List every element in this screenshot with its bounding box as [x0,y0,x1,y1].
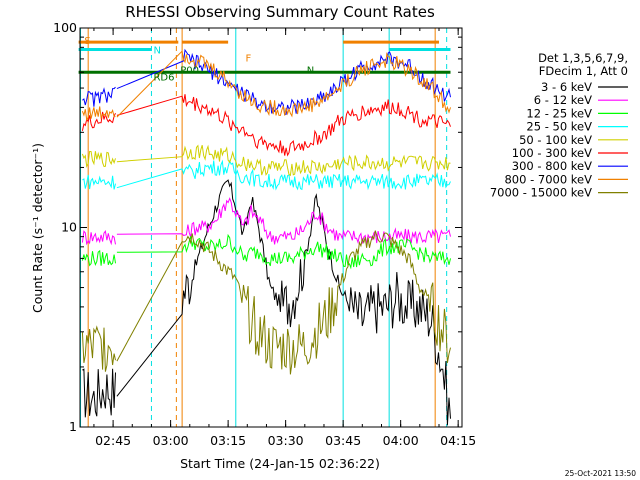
annotation-0: S [84,36,90,47]
series-line-1 [81,197,451,246]
legend-label-3: 25 - 50 keV [526,120,592,134]
annotation-5: N [307,65,314,76]
series-line-2 [81,233,451,270]
legend-label-0: 3 - 6 keV [541,80,592,94]
legend-label-7: 800 - 7000 keV [504,172,592,186]
series-line-6 [82,48,451,115]
x-tick-label-5: 04:00 [383,433,419,448]
x-tick-label-4: 03:45 [325,433,361,448]
legend-label-5: 100 - 300 keV [512,146,592,160]
y-tick-label-2: 100 [53,20,77,35]
x-axis-label: Start Time (24-Jan-15 02:36:22) [180,456,380,471]
timestamp: 25-Oct-2021 13:50 [565,469,636,478]
legend-label-4: 50 - 100 keV [519,133,592,147]
annotation-4: F [245,54,251,65]
legend-label-2: 12 - 25 keV [526,106,592,120]
series-lines [81,48,451,426]
annotation-2: RD6 [153,73,174,84]
axes: 02:45 03:00 03:15 03:30 03:45 04:00 04:15 1 10 10… [53,20,476,448]
x-tick-label-2: 03:15 [210,433,246,448]
annotation-3: P00 [180,65,199,76]
legend: Det 1,3,5,6,7,9,FDecim 1, Att 0 3 - 6 keV… [490,51,628,200]
legend-label-1: 6 - 12 keV [534,93,592,107]
legend-header-0: Det 1,3,5,6,7,9, [538,51,628,65]
series-line-8 [81,230,451,375]
y-axis-label: Count Rate (s⁻¹ detector⁻¹) [30,143,45,313]
series-line-3 [82,159,451,191]
y-tick-label-1: 10 [61,220,77,235]
series-line-0 [82,179,451,426]
series-line-7 [81,50,451,122]
x-tick-label-1: 03:00 [153,433,189,448]
annotations: S N RD6 P00 F N [84,36,314,84]
legend-label-6: 300 - 800 keV [512,159,592,173]
y-tick-label-0: 1 [69,419,77,434]
legend-label-8: 7000 - 15000 keV [490,186,592,200]
series-line-4 [81,144,451,177]
x-tick-label-3: 03:30 [268,433,304,448]
annotation-1: N [153,46,160,57]
series-line-5 [81,94,451,157]
x-tick-label-6: 04:15 [440,433,476,448]
x-tick-label-0: 02:45 [95,433,131,448]
chart-title: RHESSI Observing Summary Count Rates [125,3,435,21]
legend-header-1: FDecim 1, Att 0 [539,64,628,78]
